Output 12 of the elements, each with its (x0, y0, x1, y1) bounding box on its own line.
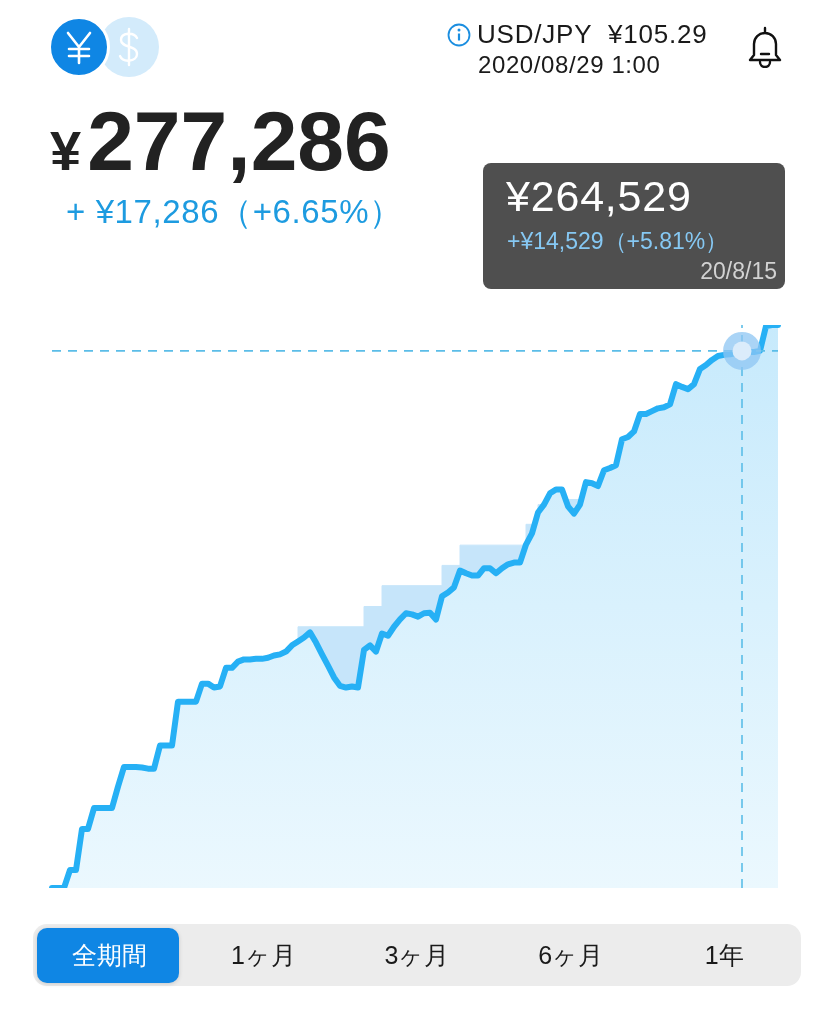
text: 2020/08/29 1:00 (478, 51, 661, 78)
text: 1ヶ月 (230, 941, 296, 969)
text: 3ヶ月 (384, 941, 450, 969)
chart-title: ¥277,286 (50, 94, 391, 188)
text: USD/JPY ¥105.29 (477, 19, 708, 49)
text: ¥264,529 (506, 172, 692, 220)
text: 全期間 (72, 941, 148, 969)
text: 6ヶ月 (538, 941, 604, 969)
text: +¥14,529（+5.81%） (507, 228, 729, 254)
chart-subtitle: + ¥17,286（+6.65%） (66, 193, 403, 230)
text: 20/8/15 (700, 258, 777, 284)
text: 1年 (704, 941, 744, 969)
